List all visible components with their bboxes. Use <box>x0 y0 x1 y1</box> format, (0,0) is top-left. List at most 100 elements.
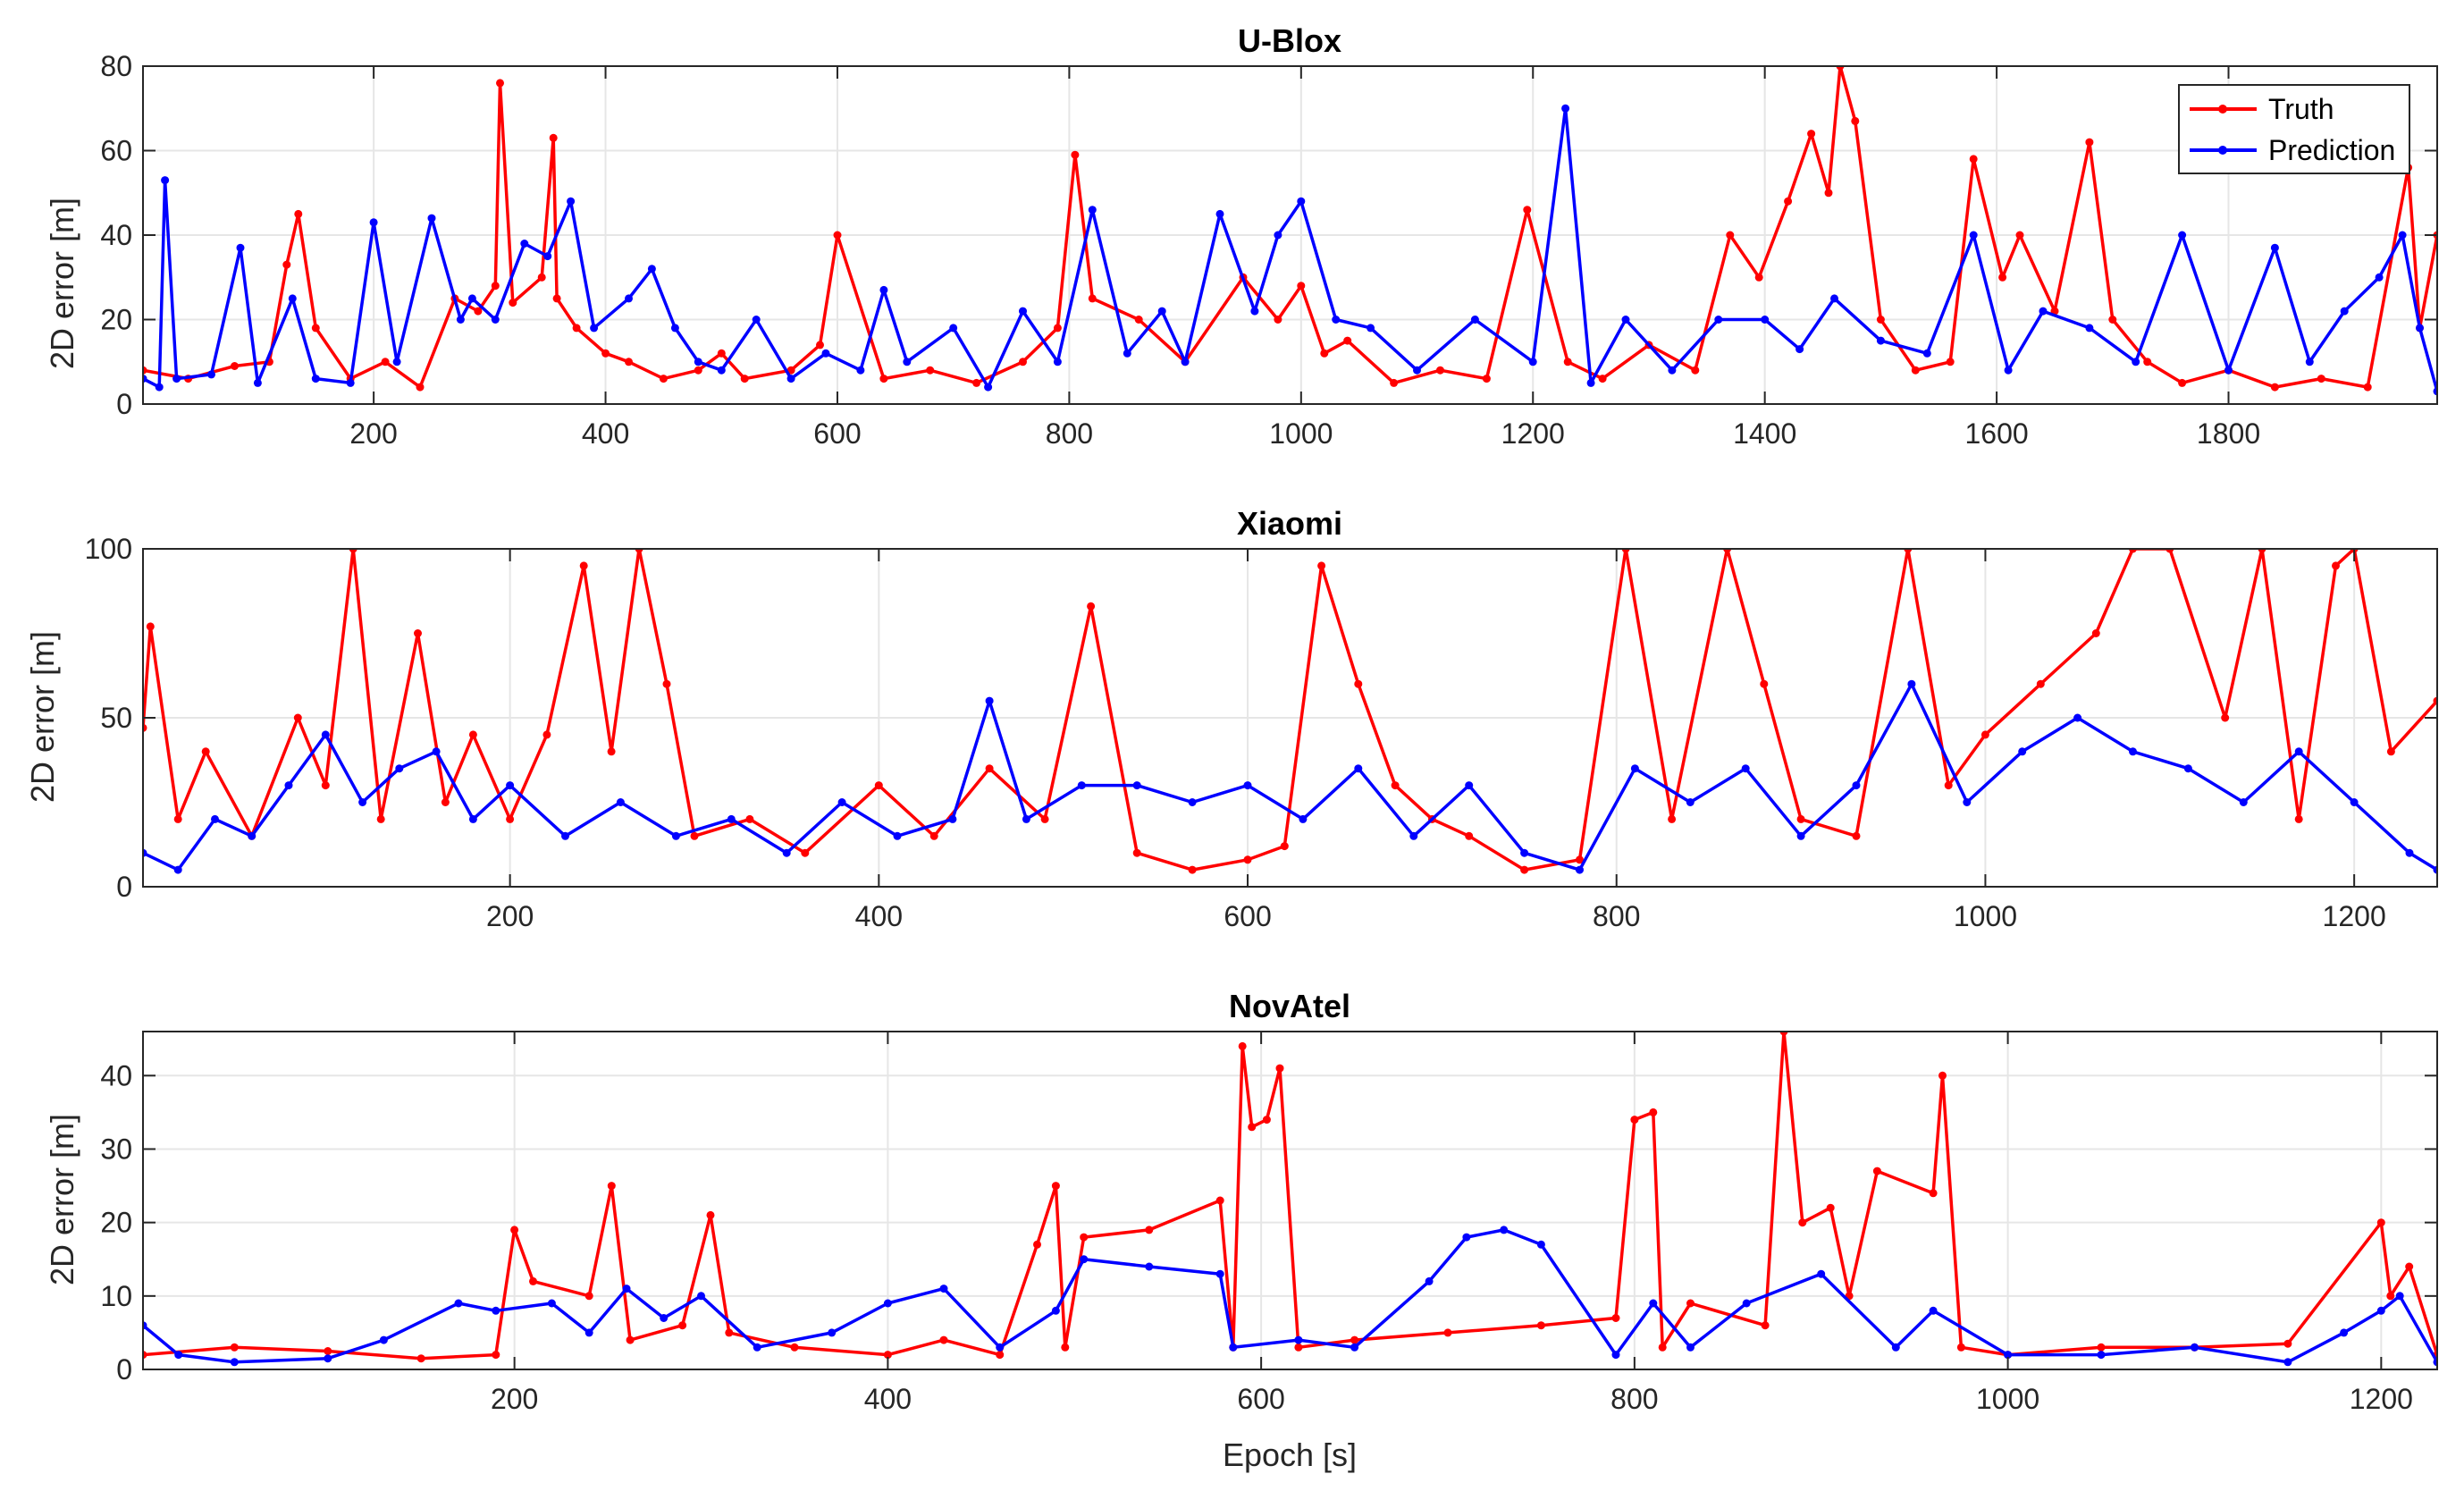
series-line-prediction <box>143 106 2437 392</box>
data-point-truth <box>2165 549 2174 553</box>
data-point-prediction <box>467 294 476 303</box>
data-point-prediction <box>590 324 599 333</box>
data-point-truth <box>1754 273 1763 282</box>
chart-title: NovAtel <box>1229 988 1350 1024</box>
data-point-truth <box>416 1354 425 1363</box>
data-point-truth <box>173 814 182 823</box>
data-point-truth <box>1946 358 1955 366</box>
data-point-prediction <box>985 696 994 705</box>
data-point-prediction <box>173 865 182 874</box>
data-point-truth <box>2015 231 2024 240</box>
data-point-prediction <box>2039 307 2048 316</box>
data-point-truth <box>1980 730 1989 739</box>
data-point-truth <box>1969 155 1978 164</box>
data-point-truth <box>1668 814 1677 823</box>
x-tick-label: 1000 <box>1269 417 1333 450</box>
data-point-truth <box>601 349 610 358</box>
data-point-prediction <box>2073 713 2082 722</box>
data-point-prediction <box>1817 1269 1826 1278</box>
data-point-truth <box>311 324 320 333</box>
data-point-truth <box>2085 138 2094 147</box>
data-point-truth <box>510 1226 519 1234</box>
data-point-truth <box>2386 1292 2395 1301</box>
data-point-prediction <box>2375 273 2384 282</box>
data-point-truth <box>579 561 588 570</box>
data-point-truth <box>2108 316 2117 324</box>
data-point-prediction <box>821 349 830 358</box>
data-point-truth <box>1391 781 1400 790</box>
data-point-truth <box>1826 1203 1835 1212</box>
y-tick-label: 40 <box>100 219 132 251</box>
data-point-prediction <box>567 197 576 206</box>
data-point-prediction <box>1080 1255 1089 1264</box>
data-point-truth <box>230 1343 239 1352</box>
data-point-truth <box>349 549 357 553</box>
legend-prediction-marker <box>2218 146 2227 155</box>
chart-title: U-Blox <box>1238 22 1341 59</box>
data-point-prediction <box>984 383 993 392</box>
data-point-prediction <box>1520 848 1529 857</box>
data-point-truth <box>939 1335 948 1344</box>
data-point-prediction <box>547 1299 556 1308</box>
data-point-prediction <box>1019 307 1027 316</box>
data-point-prediction <box>2405 848 2414 857</box>
data-point-prediction <box>2085 324 2094 333</box>
data-point-truth <box>1523 206 1532 215</box>
data-point-truth <box>2258 549 2266 553</box>
data-point-prediction <box>520 240 529 248</box>
subplot-ublox: U-Blox 2D error [m] 200 400 600 800 1000 1200… <box>44 22 2438 450</box>
data-point-prediction <box>1229 1343 1238 1352</box>
data-point-prediction <box>1425 1276 1434 1285</box>
axes: 200 400 600 800 1000 1200 0 50 100 <box>85 533 2438 932</box>
data-point-prediction <box>1876 336 1885 345</box>
data-point-prediction <box>492 1306 500 1315</box>
data-point-prediction <box>1215 1269 1224 1278</box>
data-point-truth <box>1354 679 1363 688</box>
series-truth <box>143 549 2437 874</box>
data-point-truth <box>635 549 643 553</box>
data-point-truth <box>542 730 551 739</box>
y-tick-label: 40 <box>100 1059 132 1091</box>
data-point-truth <box>1145 1226 1154 1234</box>
legend-truth-marker <box>2218 105 2227 114</box>
data-point-truth <box>1649 1108 1658 1116</box>
data-point-truth <box>294 209 303 218</box>
data-point-prediction <box>1576 865 1584 874</box>
data-point-prediction <box>1969 231 1978 240</box>
legend-box <box>2178 84 2410 174</box>
data-point-prediction <box>1852 781 1861 790</box>
data-point-prediction <box>727 814 736 823</box>
data-point-truth <box>926 366 935 375</box>
data-point-prediction <box>828 1328 837 1337</box>
data-point-prediction <box>1250 307 1259 316</box>
data-point-truth <box>1911 366 1920 375</box>
data-point-prediction <box>2004 366 2013 375</box>
data-point-truth <box>1134 316 1143 324</box>
x-tick-label: 400 <box>864 1383 912 1415</box>
data-point-truth <box>1836 66 1845 71</box>
data-point-prediction <box>161 176 170 185</box>
data-point-truth <box>1317 561 1326 570</box>
x-tick-label: 200 <box>491 1383 538 1415</box>
data-point-prediction <box>2305 358 2314 366</box>
data-point-truth <box>1243 855 1252 864</box>
data-point-prediction <box>1796 831 1805 840</box>
data-point-truth <box>879 375 888 383</box>
data-point-prediction <box>1621 316 1630 324</box>
data-point-truth <box>1658 1343 1667 1352</box>
legend[interactable]: Truth Prediction <box>2178 84 2410 174</box>
data-point-prediction <box>1922 349 1931 358</box>
data-point-prediction <box>1299 814 1308 823</box>
data-point-prediction <box>143 848 147 857</box>
data-point-prediction <box>432 747 441 756</box>
data-point-prediction <box>1051 1306 1060 1315</box>
data-point-prediction <box>883 1299 892 1308</box>
data-point-truth <box>143 1351 147 1360</box>
data-point-prediction <box>2097 1351 2106 1360</box>
data-point-truth <box>1852 831 1861 840</box>
x-tick-label: 1000 <box>1954 900 2017 932</box>
data-point-truth <box>833 231 842 240</box>
data-point-truth <box>143 366 147 375</box>
data-point-truth <box>2097 1343 2106 1352</box>
data-point-truth <box>1576 855 1584 864</box>
